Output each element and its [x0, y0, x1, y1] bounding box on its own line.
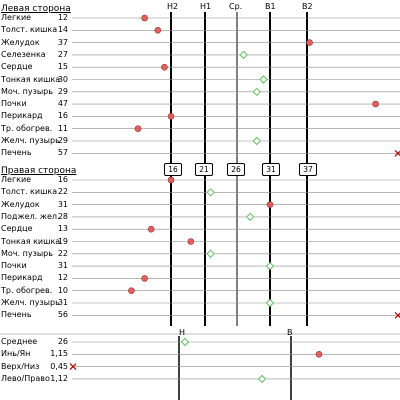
- left-row-value: 14: [57, 25, 68, 35]
- left-row-marker-b: [394, 150, 400, 157]
- left-row-marker: [154, 26, 162, 34]
- left-row-value: 37: [57, 37, 68, 47]
- right-row-marker: [245, 212, 255, 222]
- threshold-box-h2: 16: [164, 163, 182, 176]
- right-row-marker: [141, 275, 148, 282]
- threshold-box-average: 26: [227, 163, 245, 176]
- left-row-value: 16: [57, 111, 68, 121]
- header-h1: H1: [200, 2, 212, 11]
- summary-row-marker: [180, 337, 190, 347]
- left-row-marker: [372, 100, 379, 108]
- right-row-marker: [206, 249, 215, 259]
- left-row-label: Тр. обогрев.: [1, 123, 53, 133]
- header-average: Ср.: [229, 2, 243, 11]
- left-row-label: Толст. кишка: [1, 25, 58, 35]
- left-row-label: Печень: [1, 148, 32, 158]
- left-row-label: Желч. пузырь: [1, 136, 60, 145]
- right-row-label: Поджел. жел.: [1, 211, 60, 221]
- right-row-value: 16: [57, 175, 68, 184]
- left-row-marker: [252, 136, 262, 146]
- left-side-title: Левая сторона: [1, 4, 71, 14]
- left-row-label: Почки: [1, 99, 27, 109]
- right-row-label: Легкие: [1, 175, 32, 184]
- left-row-marker: [306, 39, 313, 46]
- right-row-label: Почки: [1, 261, 27, 271]
- summary-header-b: В: [287, 328, 293, 337]
- header-b1: B1: [265, 2, 276, 11]
- summary-row-value: 0,45: [50, 361, 68, 371]
- left-row-label: Тонкая кишка: [1, 74, 61, 84]
- right-row-value: 31: [57, 199, 68, 209]
- left-row-marker: [134, 125, 142, 132]
- left-row-marker: [252, 87, 262, 97]
- summary-row-value: 26: [57, 337, 68, 346]
- right-row-marker: [128, 287, 135, 295]
- right-row-label: Желч. пузырь: [1, 298, 60, 307]
- right-row-label: Сердце: [1, 224, 33, 234]
- right-row-value: 28: [57, 211, 68, 221]
- right-row-value: 31: [57, 261, 68, 271]
- left-row-value: 27: [57, 49, 68, 59]
- summary-row-value: 1,15: [50, 349, 68, 359]
- header-b2: B2: [302, 2, 313, 11]
- left-row-marker: [239, 50, 248, 60]
- left-row-value: 29: [57, 136, 68, 145]
- right-row-value: 13: [57, 224, 68, 234]
- right-row-value: 12: [57, 273, 68, 283]
- left-row-value: 29: [57, 86, 68, 96]
- right-row-label: Толст. кишка: [1, 187, 58, 197]
- right-row-value: 31: [57, 298, 68, 307]
- right-row-value: 19: [57, 236, 68, 246]
- right-row-value: 22: [57, 187, 68, 197]
- summary-row-value: 1,12: [50, 373, 68, 383]
- right-row-label: Тр. обогрев.: [1, 285, 53, 295]
- summary-row-label: Лево/Право: [1, 373, 50, 383]
- right-row-value: 56: [57, 310, 68, 320]
- right-side-title: Правая сторона: [1, 166, 77, 176]
- summary-header-n: Н: [179, 328, 186, 337]
- threshold-box-b1: 31: [262, 163, 280, 176]
- right-row-marker: [187, 238, 195, 245]
- left-row-marker: [259, 75, 268, 84]
- summary-row-marker: [315, 350, 323, 358]
- right-row-value: 10: [57, 285, 68, 295]
- left-row-value: 30: [57, 74, 68, 84]
- summary-row-label: Инь/Ян: [1, 349, 31, 359]
- right-row-value: 22: [57, 248, 68, 258]
- left-row-label: Перикард: [1, 111, 43, 121]
- right-row-marker-b: [394, 312, 400, 319]
- right-row-marker: [206, 188, 215, 197]
- right-row-marker: [147, 225, 155, 233]
- summary-row-marker-b: [69, 363, 77, 371]
- left-row-label: Легкие: [1, 13, 32, 22]
- left-row-label: Сердце: [1, 62, 33, 72]
- left-row-value: 12: [57, 13, 68, 22]
- left-row-value: 57: [57, 148, 68, 158]
- threshold-box-h1: 21: [195, 163, 213, 176]
- right-row-label: Печень: [1, 310, 32, 320]
- right-row-label: Перикард: [1, 273, 43, 283]
- right-row-label: Тонкая кишка: [1, 236, 61, 246]
- left-row-value: 11: [57, 123, 68, 133]
- left-row-value: 47: [57, 99, 68, 109]
- right-row-marker: [167, 176, 175, 184]
- left-row-label: Желудок: [1, 37, 40, 47]
- right-row-marker: [265, 261, 275, 271]
- left-row-marker: [161, 63, 168, 71]
- summary-row-label: Верх/Низ: [1, 361, 40, 371]
- left-row-marker: [141, 14, 148, 22]
- right-row-marker: [266, 201, 274, 208]
- left-row-label: Моч. пузырь: [1, 86, 53, 96]
- left-row-label: Селезенка: [1, 49, 46, 59]
- right-row-marker: [265, 298, 275, 308]
- summary-row-label: Среднее: [1, 337, 38, 346]
- right-row-label: Желудок: [1, 199, 40, 209]
- threshold-box-b2: 37: [299, 163, 317, 176]
- left-row-value: 15: [57, 62, 68, 72]
- left-row-marker: [167, 113, 175, 120]
- header-h2: H2: [167, 2, 179, 11]
- summary-row-marker: [257, 374, 267, 384]
- right-row-label: Моч. пузырь: [1, 248, 53, 258]
